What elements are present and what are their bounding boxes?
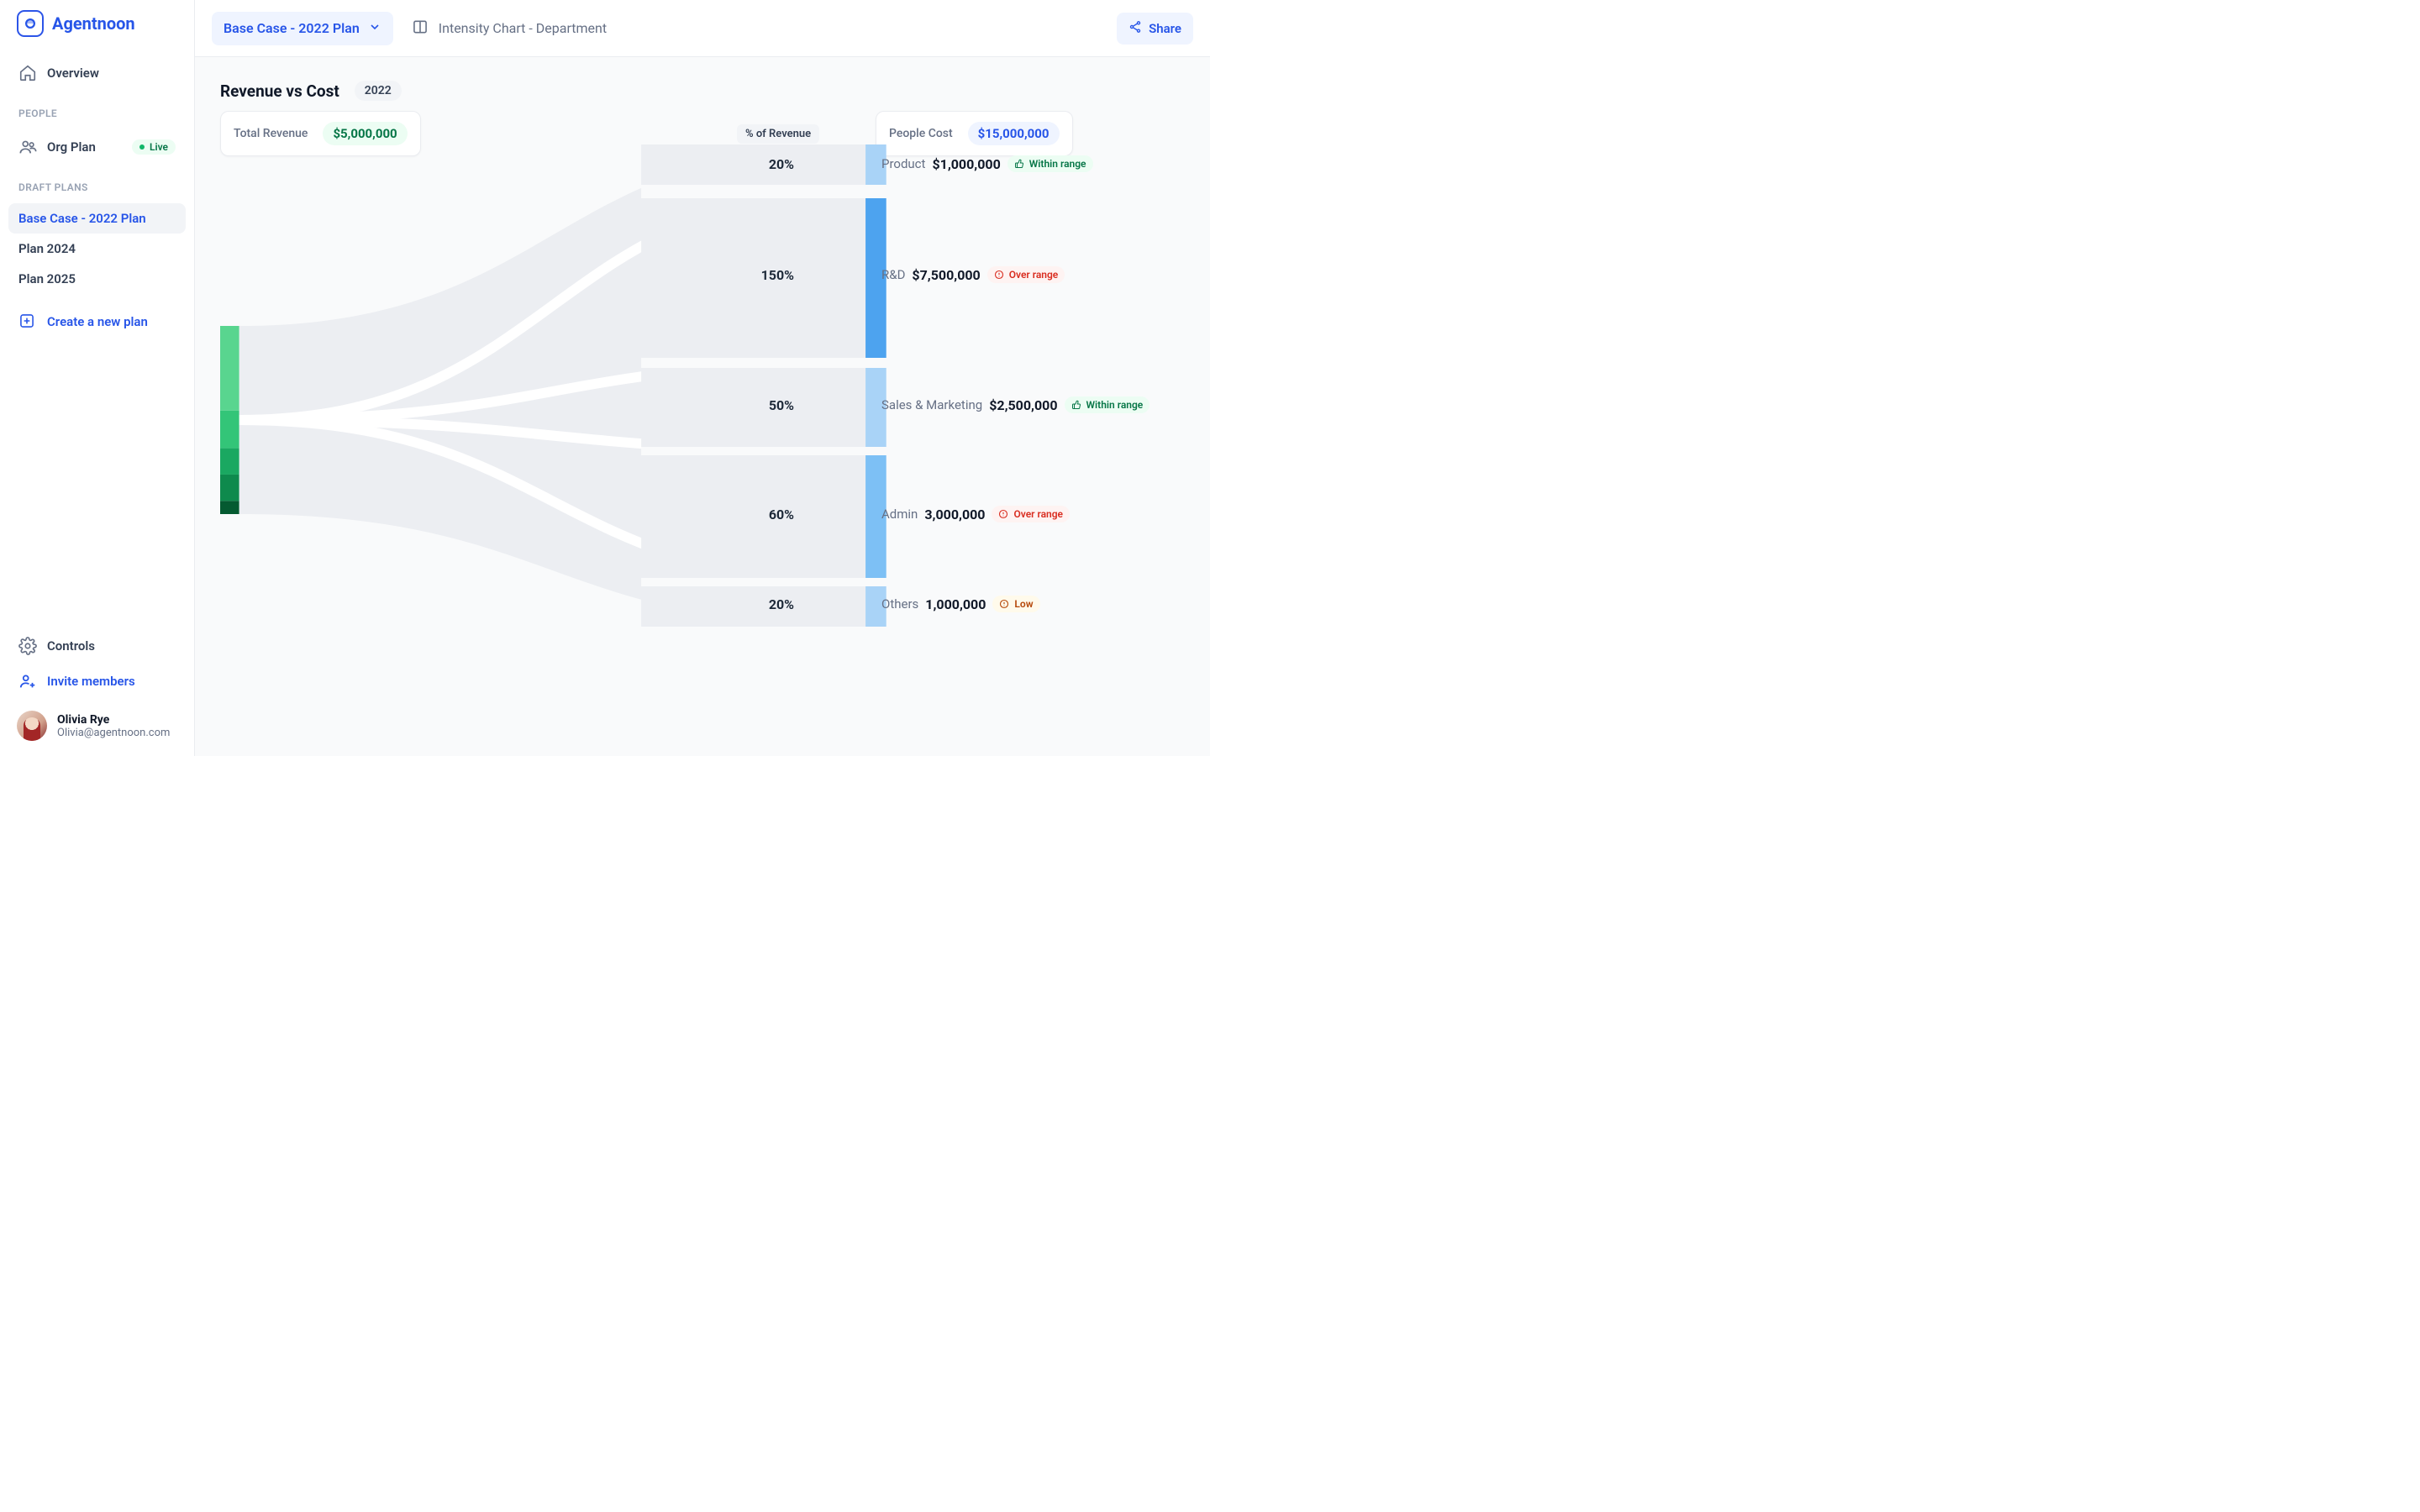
sidebar-draft-item[interactable]: Base Case - 2022 Plan (8, 203, 186, 234)
dest-row: Sales & Marketing $2,500,000 Within range (881, 396, 1150, 413)
plan-selector-label: Base Case - 2022 Plan (224, 20, 360, 36)
dest-row: Admin 3,000,000 Over range (881, 506, 1070, 522)
dest-row: Product $1,000,000 Within range (881, 155, 1093, 172)
nav-create-plan-label: Create a new plan (47, 314, 148, 329)
user-block[interactable]: Olivia Rye Olivia@agentnoon.com (0, 699, 194, 741)
status-badge: Within range (1007, 155, 1093, 172)
sankey-area: Total Revenue $5,000,000 People Cost $15… (220, 116, 1185, 654)
dest-value: 3,000,000 (924, 507, 985, 522)
dest-name: Product (881, 156, 925, 171)
sidebar-footer: Controls Invite members (0, 628, 194, 699)
share-label: Share (1149, 21, 1181, 36)
avatar (17, 711, 47, 741)
user-email: Olivia@agentnoon.com (57, 727, 170, 739)
live-badge-text: Live (150, 141, 168, 153)
sidebar-draft-label: Plan 2025 (18, 271, 76, 286)
nav-section-people: PEOPLE (0, 96, 194, 124)
chart-type-label: Intensity Chart - Department (439, 20, 607, 36)
sankey-chart (220, 116, 1185, 654)
page-title: Revenue vs Cost (220, 81, 339, 101)
dest-value: $7,500,000 (912, 267, 980, 283)
chevron-down-icon (368, 20, 381, 37)
dest-name: Others (881, 596, 918, 612)
sidebar-draft-item[interactable]: Plan 2024 (8, 234, 186, 264)
gear-icon (18, 637, 37, 655)
nav-people: Org Plan Live (0, 124, 194, 170)
nav-drafts: Base Case - 2022 Plan Plan 2024 Plan 2025 (0, 198, 194, 299)
nav-primary: Overview (0, 50, 194, 96)
columns-icon (412, 18, 429, 39)
status-badge: Over range (992, 506, 1070, 522)
plan-selector[interactable]: Base Case - 2022 Plan (212, 12, 393, 45)
dest-name: Admin (881, 507, 918, 522)
share-icon (1128, 20, 1142, 37)
page-header: Revenue vs Cost 2022 (220, 81, 1185, 101)
year-badge: 2022 (355, 81, 402, 101)
sidebar-draft-item[interactable]: Plan 2025 (8, 264, 186, 294)
nav-controls[interactable]: Controls (8, 628, 186, 664)
status-badge: Within range (1065, 396, 1150, 413)
dest-value: $1,000,000 (932, 156, 1000, 172)
share-button[interactable]: Share (1117, 13, 1193, 45)
dest-name: R&D (881, 267, 905, 282)
dest-row: Others 1,000,000 Low (881, 596, 1040, 612)
sidebar-draft-label: Base Case - 2022 Plan (18, 211, 146, 226)
nav-invite[interactable]: Invite members (8, 664, 186, 699)
nav-create-plan[interactable]: Create a new plan (8, 304, 186, 339)
nav-org-plan[interactable]: Org Plan Live (8, 129, 186, 165)
live-badge: Live (132, 139, 176, 155)
brand-name: Agentnoon (52, 13, 135, 34)
user-text: Olivia Rye Olivia@agentnoon.com (57, 713, 170, 739)
nav-overview[interactable]: Overview (8, 55, 186, 91)
user-name: Olivia Rye (57, 713, 170, 727)
nav-org-plan-label: Org Plan (47, 139, 96, 155)
chart-type[interactable]: Intensity Chart - Department (412, 18, 607, 39)
nav-create: Create a new plan (0, 299, 194, 344)
pct-label: 60% (744, 507, 794, 522)
brand[interactable]: Agentnoon (0, 10, 194, 50)
dest-value: $2,500,000 (989, 397, 1057, 413)
user-plus-icon (18, 672, 37, 690)
content: Revenue vs Cost 2022 Total Revenue $5,00… (195, 57, 1210, 756)
status-badge: Over range (987, 266, 1065, 283)
topbar: Base Case - 2022 Plan Intensity Chart - … (195, 0, 1210, 57)
dest-value: 1,000,000 (925, 596, 986, 612)
pct-label: 50% (744, 397, 794, 413)
plus-square-icon (18, 312, 37, 331)
dest-row: R&D $7,500,000 Over range (881, 266, 1065, 283)
live-dot-icon (139, 144, 145, 150)
nav-section-drafts: DRAFT PLANS (0, 170, 194, 198)
sidebar-draft-label: Plan 2024 (18, 241, 76, 256)
nav-overview-label: Overview (47, 66, 99, 81)
dest-name: Sales & Marketing (881, 397, 982, 412)
brand-logo-icon (17, 10, 44, 37)
home-icon (18, 64, 37, 82)
status-badge: Low (992, 596, 1039, 612)
pct-label: 20% (744, 156, 794, 172)
nav-controls-label: Controls (47, 638, 95, 654)
people-icon (18, 138, 37, 156)
pct-label: 20% (744, 596, 794, 612)
main: Base Case - 2022 Plan Intensity Chart - … (195, 0, 1210, 756)
sidebar: Agentnoon Overview PEOPLE Org Plan Live … (0, 0, 195, 756)
pct-label: 150% (744, 267, 794, 283)
nav-invite-label: Invite members (47, 674, 135, 689)
